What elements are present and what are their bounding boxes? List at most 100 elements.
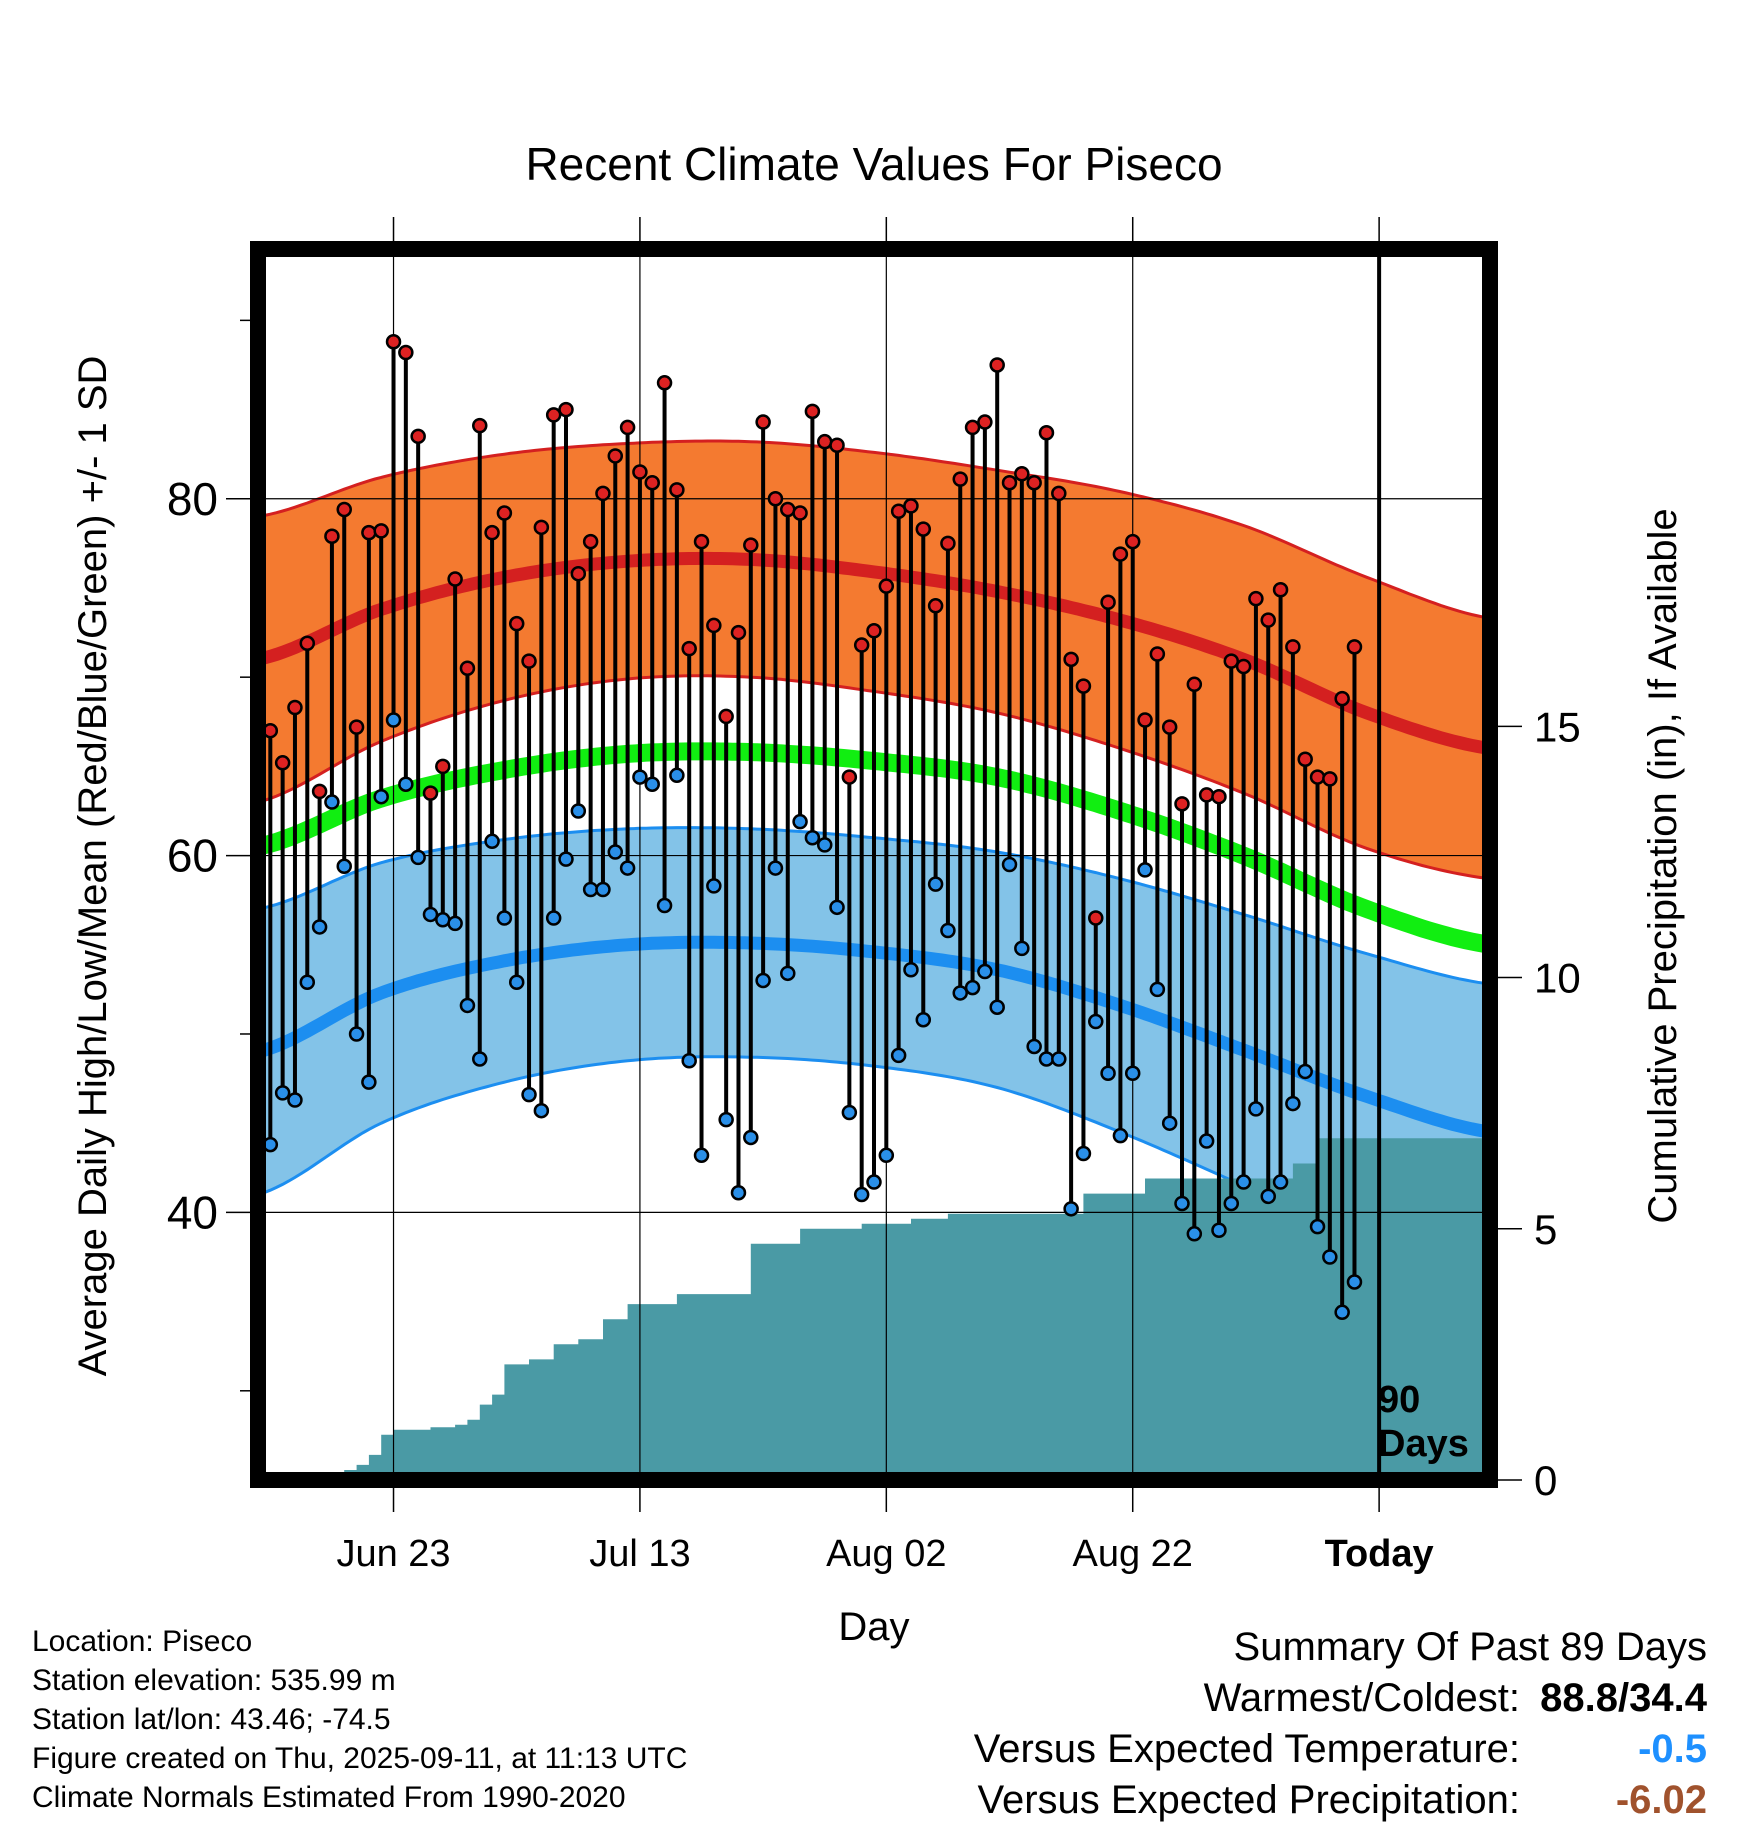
daily-low-point (373, 788, 389, 805)
temp-departure-value: -0.5 (1638, 1727, 1707, 1771)
daily-high-point (1248, 590, 1264, 607)
daily-low-point (1137, 862, 1153, 878)
daily-high-point (866, 623, 882, 639)
daily-low-point (780, 965, 796, 982)
daily-high-point (1100, 594, 1116, 610)
y-tick-label-left: 80 (167, 473, 218, 525)
daily-high-point (989, 357, 1005, 373)
daily-high-point (767, 491, 784, 507)
daily-high-point (903, 498, 919, 514)
daily-low-point (508, 974, 525, 990)
grid-lines (258, 249, 1490, 1480)
daily-high-point (385, 334, 402, 350)
y-tick-label-left: 60 (167, 830, 218, 882)
chart-title: Recent Climate Values For Piseco (525, 138, 1222, 190)
daily-low-point (1186, 1226, 1203, 1242)
x-axis-label: Day (838, 1605, 909, 1649)
daily-high-point (435, 758, 451, 775)
daily-low-point (1026, 1038, 1042, 1055)
daily-high-point (373, 523, 389, 539)
daily-high-point (1285, 639, 1301, 655)
precip-departure-row: Versus Expected Precipitation: -6.02 (974, 1775, 1707, 1826)
daily-low-point (804, 829, 821, 846)
daily-high-point (1038, 425, 1055, 441)
daily-high-point (484, 524, 500, 541)
daily-high-point (607, 448, 624, 464)
plot-border (250, 241, 1498, 1488)
daily-high-point (1346, 639, 1363, 655)
daily-low-point (287, 1092, 303, 1108)
daily-low-point (1161, 1115, 1178, 1131)
daily-high-point (890, 503, 907, 520)
daily-high-point (1235, 658, 1252, 675)
daily-low-point (656, 897, 673, 914)
daily-high-point (656, 375, 673, 391)
daily-low-point (1100, 1065, 1116, 1081)
daily-low-point (890, 1047, 907, 1064)
daily-high-point (619, 419, 636, 436)
daily-high-point (422, 785, 439, 801)
daily-low-point (1051, 1051, 1067, 1067)
daily-high-point (718, 708, 734, 725)
daily-low-point (706, 878, 722, 894)
daily-low-point (952, 985, 968, 1001)
warmest-value: 88.8/34.4 (1540, 1676, 1707, 1720)
daily-low-point (927, 876, 944, 892)
daily-high-point (1063, 651, 1079, 668)
warmest-label: Warmest/Coldest: (1203, 1676, 1520, 1720)
daily-high-point (915, 521, 932, 537)
daily-low-point (410, 849, 426, 866)
daily-high-point (1026, 474, 1042, 491)
daily-low-point (755, 972, 771, 989)
daily-low-point (521, 1086, 537, 1103)
daily-high-point (669, 482, 685, 498)
daily-high-point (336, 501, 352, 518)
daily-high-point (533, 519, 550, 536)
daily-low-point (1063, 1201, 1079, 1217)
daily-low-point (940, 922, 956, 939)
elevation-text: Station elevation: 535.99 m (32, 1664, 396, 1697)
daily-high-point (792, 505, 808, 521)
daily-high-point (755, 414, 771, 430)
daily-low-point (324, 794, 340, 810)
daily-low-point (841, 1104, 858, 1121)
daily-high-point (274, 755, 291, 771)
daily-high-point (299, 635, 316, 652)
daily-temperature-points (262, 334, 1363, 1321)
daily-low-point (792, 813, 808, 830)
daily-high-point (1149, 646, 1166, 662)
created-text: Figure created on Thu, 2025-09-11, at 11… (32, 1742, 688, 1775)
daily-low-point (853, 1186, 870, 1203)
daily-low-point (644, 776, 660, 792)
daily-low-point (398, 776, 414, 792)
daily-low-point (743, 1129, 759, 1146)
daily-high-point (508, 615, 525, 632)
daily-high-point (1272, 582, 1289, 598)
daily-low-point (1223, 1195, 1240, 1212)
axes: Jun 23 Jul 13 Aug 02 Aug 22 Today 40 60 80 0 5 10 1… (167, 217, 1581, 1575)
daily-low-point (558, 851, 574, 867)
y-axis-label-right: Cumulative Precipitation (in), If Availa… (1641, 508, 1685, 1223)
daily-low-point (1001, 856, 1018, 873)
daily-low-point (681, 1052, 697, 1069)
daily-low-point (669, 767, 685, 784)
y-tick-label-left: 40 (167, 1186, 218, 1238)
daily-low-point (1309, 1218, 1326, 1235)
daily-high-point (472, 417, 488, 434)
daily-low-point (496, 910, 513, 926)
y-tick-label-right: 10 (1534, 955, 1581, 1002)
daily-low-point (1038, 1051, 1055, 1067)
daily-low-point (1248, 1101, 1264, 1117)
y-tick-label-right: 5 (1534, 1206, 1557, 1253)
daily-high-point (1174, 796, 1190, 812)
daily-low-point (595, 881, 611, 898)
daily-high-point (841, 769, 858, 785)
daily-high-point (730, 624, 747, 641)
daily-low-point (866, 1174, 882, 1190)
daily-high-point (410, 428, 426, 445)
daily-high-point (1223, 653, 1240, 669)
daily-high-point (1297, 751, 1313, 767)
daily-high-point (348, 719, 365, 735)
days-marker-unit: Days (1378, 1423, 1469, 1465)
daily-low-point (435, 912, 451, 928)
